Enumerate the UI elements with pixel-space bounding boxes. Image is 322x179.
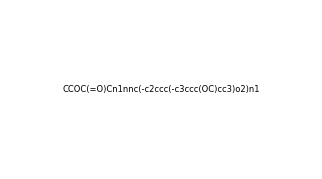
Text: CCOC(=O)Cn1nnc(-c2ccc(-c3ccc(OC)cc3)o2)n1: CCOC(=O)Cn1nnc(-c2ccc(-c3ccc(OC)cc3)o2)n… bbox=[62, 85, 260, 94]
